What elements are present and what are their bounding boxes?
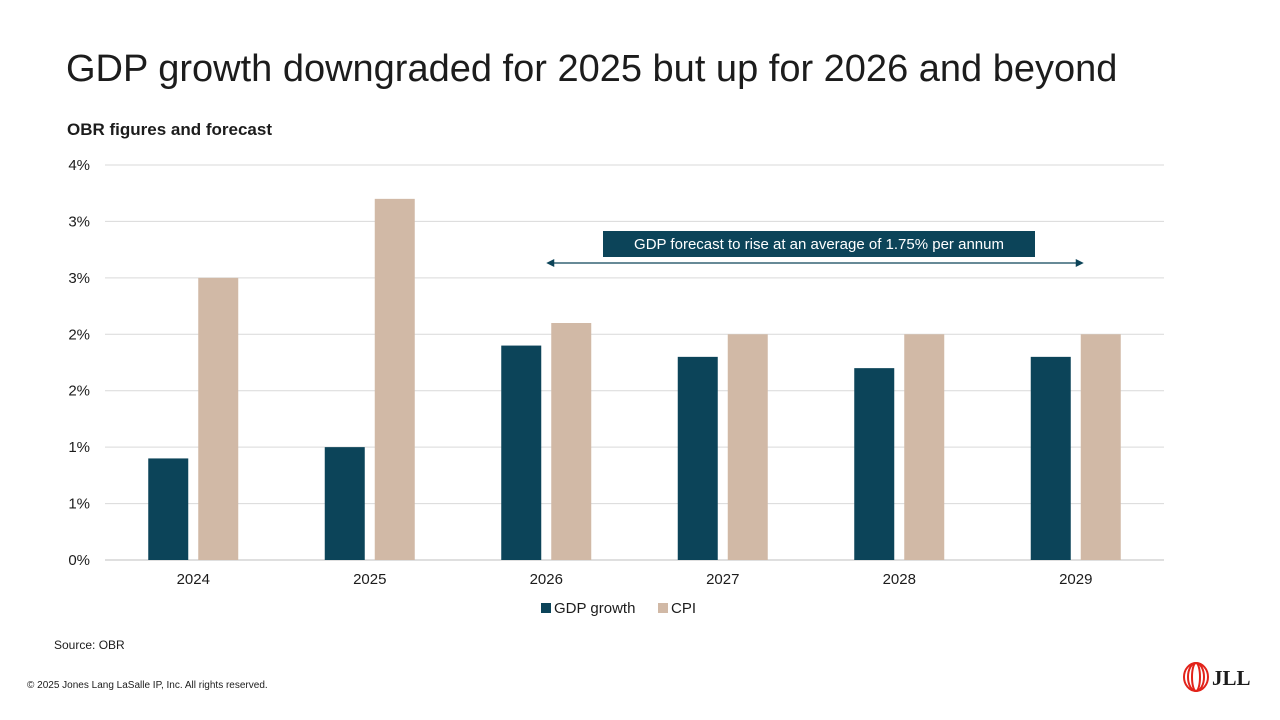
- x-tick-label: 2029: [1059, 571, 1092, 588]
- jll-logo: JLL: [1183, 662, 1251, 692]
- y-tick-label: 2%: [68, 326, 90, 343]
- bar-cpi: [904, 334, 945, 560]
- legend-swatch: [658, 603, 668, 613]
- annotation-arrowhead-right: [1075, 259, 1084, 267]
- y-tick-label: 1%: [68, 496, 90, 513]
- legend-label: GDP growth: [554, 600, 635, 617]
- annotation-box: [603, 231, 1035, 257]
- bar-gdp-growth: [501, 345, 542, 560]
- svg-text:JLL: JLL: [1212, 666, 1251, 690]
- y-tick-label: 3%: [68, 270, 90, 287]
- bar-cpi: [198, 277, 239, 560]
- y-tick-label: 4%: [68, 157, 90, 174]
- chart-subtitle: OBR figures and forecast: [67, 120, 272, 139]
- y-tick-label: 2%: [68, 383, 90, 400]
- slide-title: GDP growth downgraded for 2025 but up fo…: [66, 48, 1118, 90]
- x-tick-label: 2027: [706, 571, 739, 588]
- bar-gdp-growth: [677, 356, 718, 560]
- bar-gdp-growth: [1030, 356, 1071, 560]
- bar-cpi: [551, 323, 592, 560]
- bar-gdp-growth: [148, 458, 189, 560]
- copyright-note: © 2025 Jones Lang LaSalle IP, Inc. All r…: [27, 680, 268, 691]
- annotation-text: GDP forecast to rise at an average of 1.…: [634, 236, 1004, 253]
- bar-gdp-growth: [854, 368, 895, 560]
- bar-gdp-growth: [324, 447, 365, 560]
- bar-cpi: [727, 334, 768, 560]
- y-tick-label: 0%: [68, 552, 90, 569]
- x-tick-label: 2026: [530, 571, 563, 588]
- bar-cpi: [374, 198, 415, 560]
- x-tick-label: 2024: [177, 571, 210, 588]
- x-tick-label: 2025: [353, 571, 386, 588]
- legend-label: CPI: [671, 600, 696, 617]
- y-tick-label: 1%: [68, 439, 90, 456]
- x-tick-label: 2028: [883, 571, 916, 588]
- bar-cpi: [1080, 334, 1121, 560]
- source-note: Source: OBR: [54, 638, 125, 652]
- y-tick-label: 3%: [68, 213, 90, 230]
- legend-swatch: [541, 603, 551, 613]
- annotation-arrowhead-left: [546, 259, 555, 267]
